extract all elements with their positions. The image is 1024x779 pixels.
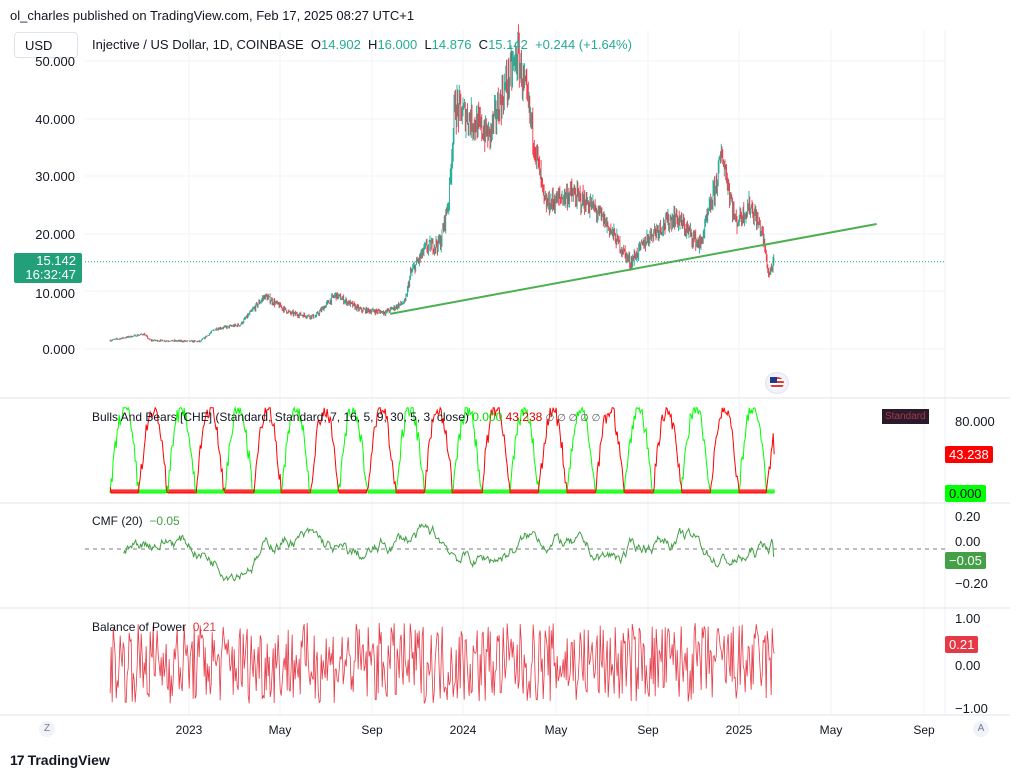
indicator-title: Bulls And Bears [CHE] (Standard, Standar…: [92, 410, 469, 424]
na-mark: ∅: [545, 413, 555, 424]
time-label: 2025: [725, 723, 753, 737]
symbol-legend: Injective / US Dollar, 1D, COINBASE O14.…: [92, 37, 632, 52]
time-label: 2023: [175, 723, 203, 737]
time-label: May: [819, 723, 843, 737]
na-mark: ∅: [557, 413, 566, 424]
time-label: Sep: [637, 723, 659, 737]
bull-value-badge: 0.000: [945, 485, 986, 502]
na-mark: ∅: [591, 413, 601, 424]
na-marks: ∅ ∅ ∅ ∅ ∅: [546, 413, 601, 424]
axis-label: −1.00: [955, 701, 988, 716]
indicator-title: Balance of Power: [92, 620, 187, 634]
symbol-name: Injective / US Dollar, 1D, COINBASE: [92, 37, 304, 52]
axis-label: 80.000: [955, 414, 995, 429]
cmf-value: −0.05: [149, 514, 180, 528]
price-label: 0.000: [42, 342, 75, 357]
cmf-legend: CMF (20) −0.05: [92, 514, 180, 528]
axis-label: −0.20: [955, 576, 988, 591]
cmf-value-badge: −0.05: [945, 552, 986, 569]
na-mark: ∅: [568, 413, 578, 424]
na-mark: ∅: [580, 413, 589, 424]
bear-value-badge: 43.238: [945, 446, 993, 463]
low-label: L: [424, 37, 432, 52]
price-label: 10.000: [35, 286, 75, 301]
change-value: +0.244 (+1.64%): [535, 37, 632, 52]
trendline: [390, 223, 877, 315]
axis-label: 0.00: [955, 534, 981, 549]
bull-line: [109, 406, 775, 495]
time-label: May: [544, 723, 568, 737]
bear-value: 43.238: [505, 410, 543, 424]
price-label: 40.000: [35, 112, 75, 127]
price-label: 30.000: [35, 169, 75, 184]
close-value: 15.142: [488, 37, 528, 52]
time-label: Sep: [913, 723, 935, 737]
axis-label: 0.20: [955, 509, 981, 524]
price-label: 50.000: [35, 54, 75, 69]
bear-line: [109, 406, 775, 494]
current-price-badge: 15.142 16:32:47: [14, 253, 82, 283]
bar-countdown: 16:32:47: [25, 267, 76, 282]
axis-label: 0.00: [955, 658, 981, 673]
close-label: C: [478, 37, 489, 52]
time-label: 2024: [449, 723, 477, 737]
bull-zero-fill: [109, 489, 775, 493]
open-value: 14.902: [321, 37, 361, 52]
bop-line: [109, 622, 775, 704]
indicator-title: CMF (20): [92, 514, 143, 528]
auto-scale-button[interactable]: A: [973, 721, 989, 737]
cmf-line: [123, 523, 775, 582]
published-info: ol_charles published on TradingView.com,…: [10, 8, 415, 23]
high-label: H: [368, 37, 378, 52]
price-label: 20.000: [35, 227, 75, 242]
low-value: 14.876: [431, 37, 472, 52]
tradingview-logo[interactable]: 17 TradingView: [10, 752, 110, 768]
bop-legend: Balance of Power 0.21: [92, 620, 216, 634]
zoom-z-button[interactable]: Z: [39, 721, 55, 737]
standard-tag: Standard: [882, 409, 929, 424]
tradingview-logo-icon: 17: [10, 752, 25, 768]
bull-value: 0.000: [472, 410, 503, 424]
bop-value: 0.21: [192, 620, 217, 634]
us-flag-event-icon[interactable]: [765, 372, 789, 394]
bop-value-badge: 0.21: [945, 636, 979, 653]
current-price: 15.142: [36, 253, 76, 268]
time-label: Sep: [361, 723, 383, 737]
brand-name: TradingView: [27, 752, 110, 768]
bulls-bears-legend: Bulls And Bears [CHE] (Standard, Standar…: [92, 410, 600, 424]
high-value: 16.000: [377, 37, 418, 52]
time-label: May: [268, 723, 292, 737]
axis-label: 1.00: [955, 611, 981, 626]
open-label: O: [310, 37, 322, 52]
currency-button[interactable]: USD: [14, 32, 78, 58]
